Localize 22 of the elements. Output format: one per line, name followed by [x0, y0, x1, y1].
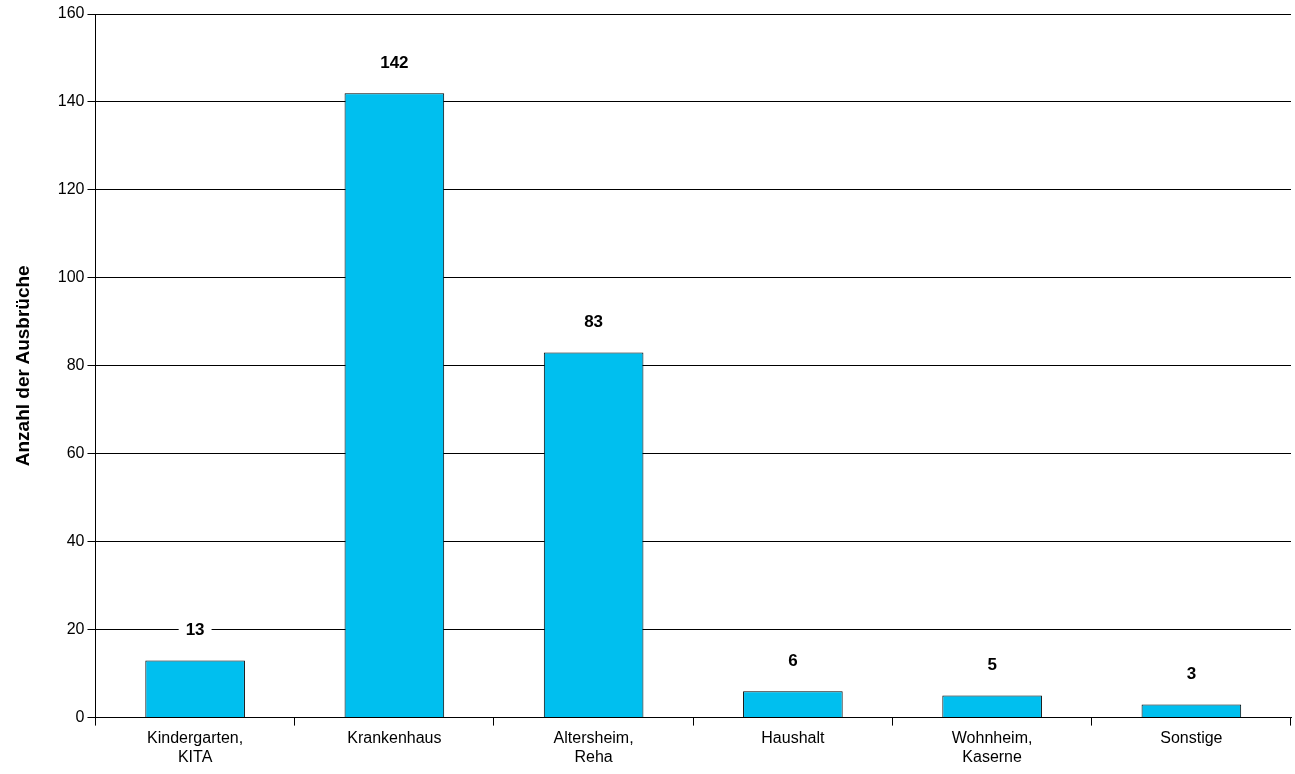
data-label: 83 — [584, 312, 604, 332]
y-tick-label: 0 — [75, 708, 85, 726]
y-tick-label: 40 — [66, 532, 85, 550]
data-label: 3 — [1186, 664, 1197, 684]
y-tick-label: 20 — [66, 620, 85, 638]
y-tick-label: 160 — [57, 4, 85, 22]
data-label: 142 — [380, 52, 409, 72]
x-tick-label: Haushalt — [761, 728, 825, 746]
y-tick-label: 120 — [57, 180, 85, 198]
data-label: 13 — [185, 620, 205, 640]
y-tick-label: 80 — [66, 356, 85, 374]
x-tick-label: Krankenhaus — [347, 728, 442, 746]
x-tick-label: Altersheim, Reha — [553, 728, 634, 765]
x-tick-label: Wohnheim, Kaserne — [951, 728, 1033, 765]
x-tick-label: Kindergarten, KITA — [147, 728, 244, 765]
x-tick-label: Sonstige — [1160, 728, 1223, 746]
y-axis-title: Anzahl der Ausbrüche — [11, 265, 33, 467]
y-tick-label: 100 — [57, 268, 85, 286]
data-label: 5 — [987, 655, 997, 675]
y-tick-label: 60 — [66, 444, 85, 462]
data-label: 6 — [788, 650, 798, 670]
y-tick-label: 140 — [57, 92, 85, 110]
